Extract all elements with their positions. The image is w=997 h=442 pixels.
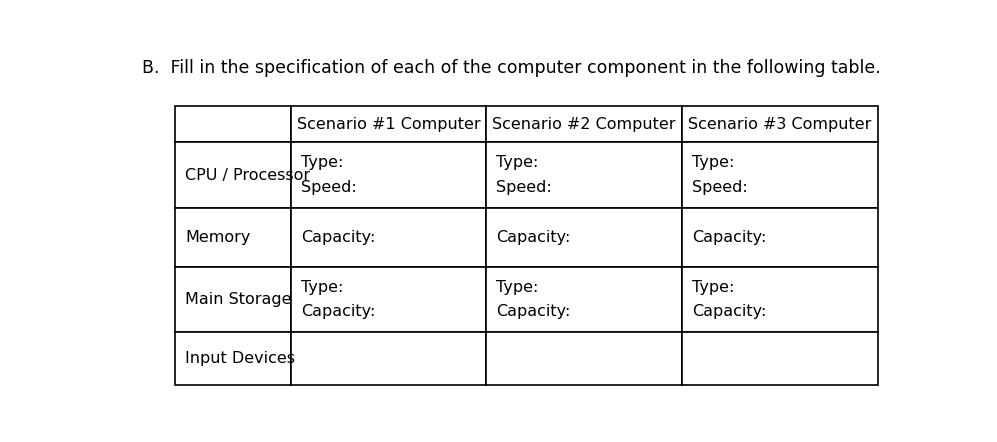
Bar — [487, 332, 682, 385]
Text: Scenario #1 Computer: Scenario #1 Computer — [297, 117, 481, 132]
Bar — [291, 267, 487, 332]
Bar — [682, 332, 878, 385]
Text: Capacity:: Capacity: — [301, 305, 375, 320]
Bar — [291, 208, 487, 267]
Text: Speed:: Speed: — [497, 180, 552, 195]
Bar — [682, 267, 878, 332]
Bar — [291, 142, 487, 208]
Bar — [682, 106, 878, 142]
Text: Scenario #3 Computer: Scenario #3 Computer — [688, 117, 871, 132]
Text: Type:: Type: — [301, 280, 343, 295]
Text: Capacity:: Capacity: — [497, 230, 570, 245]
Text: Type:: Type: — [692, 155, 734, 170]
Text: Input Devices: Input Devices — [184, 351, 295, 366]
Text: Capacity:: Capacity: — [497, 305, 570, 320]
Text: Speed:: Speed: — [692, 180, 748, 195]
Text: Type:: Type: — [497, 155, 538, 170]
Bar — [682, 208, 878, 267]
Bar — [682, 142, 878, 208]
Bar — [487, 267, 682, 332]
Text: B.  Fill in the specification of each of the computer component in the following: B. Fill in the specification of each of … — [142, 59, 880, 77]
Text: Type:: Type: — [301, 155, 343, 170]
Bar — [174, 267, 291, 332]
Bar — [174, 106, 291, 142]
Bar — [487, 208, 682, 267]
Bar — [487, 106, 682, 142]
Bar — [291, 106, 487, 142]
Text: Type:: Type: — [497, 280, 538, 295]
Bar — [174, 142, 291, 208]
Text: Main Storage: Main Storage — [184, 292, 291, 307]
Text: Speed:: Speed: — [301, 180, 357, 195]
Text: Scenario #2 Computer: Scenario #2 Computer — [493, 117, 676, 132]
Text: Type:: Type: — [692, 280, 734, 295]
Bar — [174, 208, 291, 267]
Bar — [291, 332, 487, 385]
Text: Capacity:: Capacity: — [692, 305, 767, 320]
Bar — [174, 332, 291, 385]
Text: Memory: Memory — [184, 230, 250, 245]
Text: Capacity:: Capacity: — [692, 230, 767, 245]
Text: Capacity:: Capacity: — [301, 230, 375, 245]
Text: CPU / Processor: CPU / Processor — [184, 168, 310, 183]
Bar — [487, 142, 682, 208]
